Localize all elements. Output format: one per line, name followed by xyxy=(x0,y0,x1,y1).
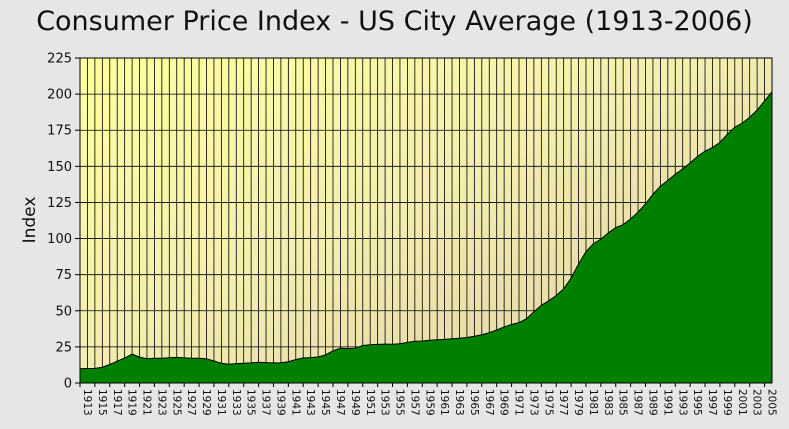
x-tick-label: 1925 xyxy=(170,389,182,416)
x-tick-label: 1965 xyxy=(468,389,480,416)
y-tick-label: 50 xyxy=(55,304,72,319)
x-tick-label: 1997 xyxy=(706,389,718,416)
x-tick-label: 1981 xyxy=(587,389,599,416)
x-tick-label: 1917 xyxy=(111,389,123,416)
x-tick-label: 2005 xyxy=(766,389,778,416)
x-tick-label: 1919 xyxy=(126,389,138,416)
x-tick-label: 1971 xyxy=(513,389,525,416)
x-tick-label: 1929 xyxy=(200,389,212,416)
y-tick-label: 225 xyxy=(47,52,72,67)
x-tick-label: 1955 xyxy=(394,389,406,416)
x-tick-label: 1995 xyxy=(691,389,703,416)
x-tick-label: 1939 xyxy=(274,389,286,416)
x-tick-label: 1975 xyxy=(542,389,554,416)
x-tick-label: 1969 xyxy=(498,389,510,416)
x-tick-label: 1991 xyxy=(661,389,673,416)
x-tick-label: 1921 xyxy=(141,389,153,416)
x-tick-label: 1999 xyxy=(721,389,733,416)
x-tick-label: 1953 xyxy=(379,389,391,416)
x-tick-label: 1977 xyxy=(557,389,569,416)
x-tick-label: 1959 xyxy=(423,389,435,416)
x-tick-label: 1979 xyxy=(572,389,584,416)
x-tick-label: 1957 xyxy=(408,389,420,416)
x-tick-label: 2003 xyxy=(751,389,763,416)
x-tick-label: 1989 xyxy=(647,389,659,416)
series-area xyxy=(79,90,773,384)
y-tick-label: 25 xyxy=(55,340,72,355)
x-tick-label: 1913 xyxy=(81,389,93,416)
x-tick-label: 1937 xyxy=(260,389,272,416)
series-area-0 xyxy=(79,90,773,384)
x-tick-label: 1915 xyxy=(96,389,108,416)
x-tick-label: 1943 xyxy=(304,389,316,416)
x-tick-label: 1993 xyxy=(676,389,688,416)
x-tick-label: 1963 xyxy=(453,389,465,416)
y-axis-label: Index xyxy=(20,197,40,244)
x-tick-label: 1933 xyxy=(230,389,242,416)
x-tick-label: 1935 xyxy=(245,389,257,416)
x-tick-label: 1949 xyxy=(349,389,361,416)
y-tick-label: 125 xyxy=(47,196,72,211)
axes: 0 25 50 75 100 125 150 175 200 225 1913 1915 1917 191… xyxy=(47,52,777,416)
x-tick-label: 1967 xyxy=(483,389,495,416)
x-tick-label: 1961 xyxy=(438,389,450,416)
x-tick-label: 1947 xyxy=(334,389,346,416)
chart-title: Consumer Price Index - US City Average (… xyxy=(36,6,753,37)
y-tick-label: 150 xyxy=(47,160,72,175)
y-tick-label: 0 xyxy=(64,377,72,392)
x-tick-label: 1927 xyxy=(185,389,197,416)
y-tick-label: 75 xyxy=(55,268,72,283)
x-tick-label: 1931 xyxy=(215,389,227,416)
x-tick-label: 1941 xyxy=(289,389,301,416)
y-tick-label: 175 xyxy=(47,124,72,139)
x-tick-label: 1985 xyxy=(617,389,629,416)
y-tick-label: 200 xyxy=(47,88,72,103)
x-tick-label: 1987 xyxy=(632,389,644,416)
x-tick-label: 1951 xyxy=(364,389,376,416)
x-tick-label: 1983 xyxy=(602,389,614,416)
x-tick-label: 1923 xyxy=(155,389,167,416)
x-tick-label: 2001 xyxy=(736,389,748,416)
y-tick-label: 100 xyxy=(47,232,72,247)
x-tick-label: 1945 xyxy=(319,389,331,416)
x-tick-label: 1973 xyxy=(527,389,539,416)
plot-frame xyxy=(79,57,773,384)
